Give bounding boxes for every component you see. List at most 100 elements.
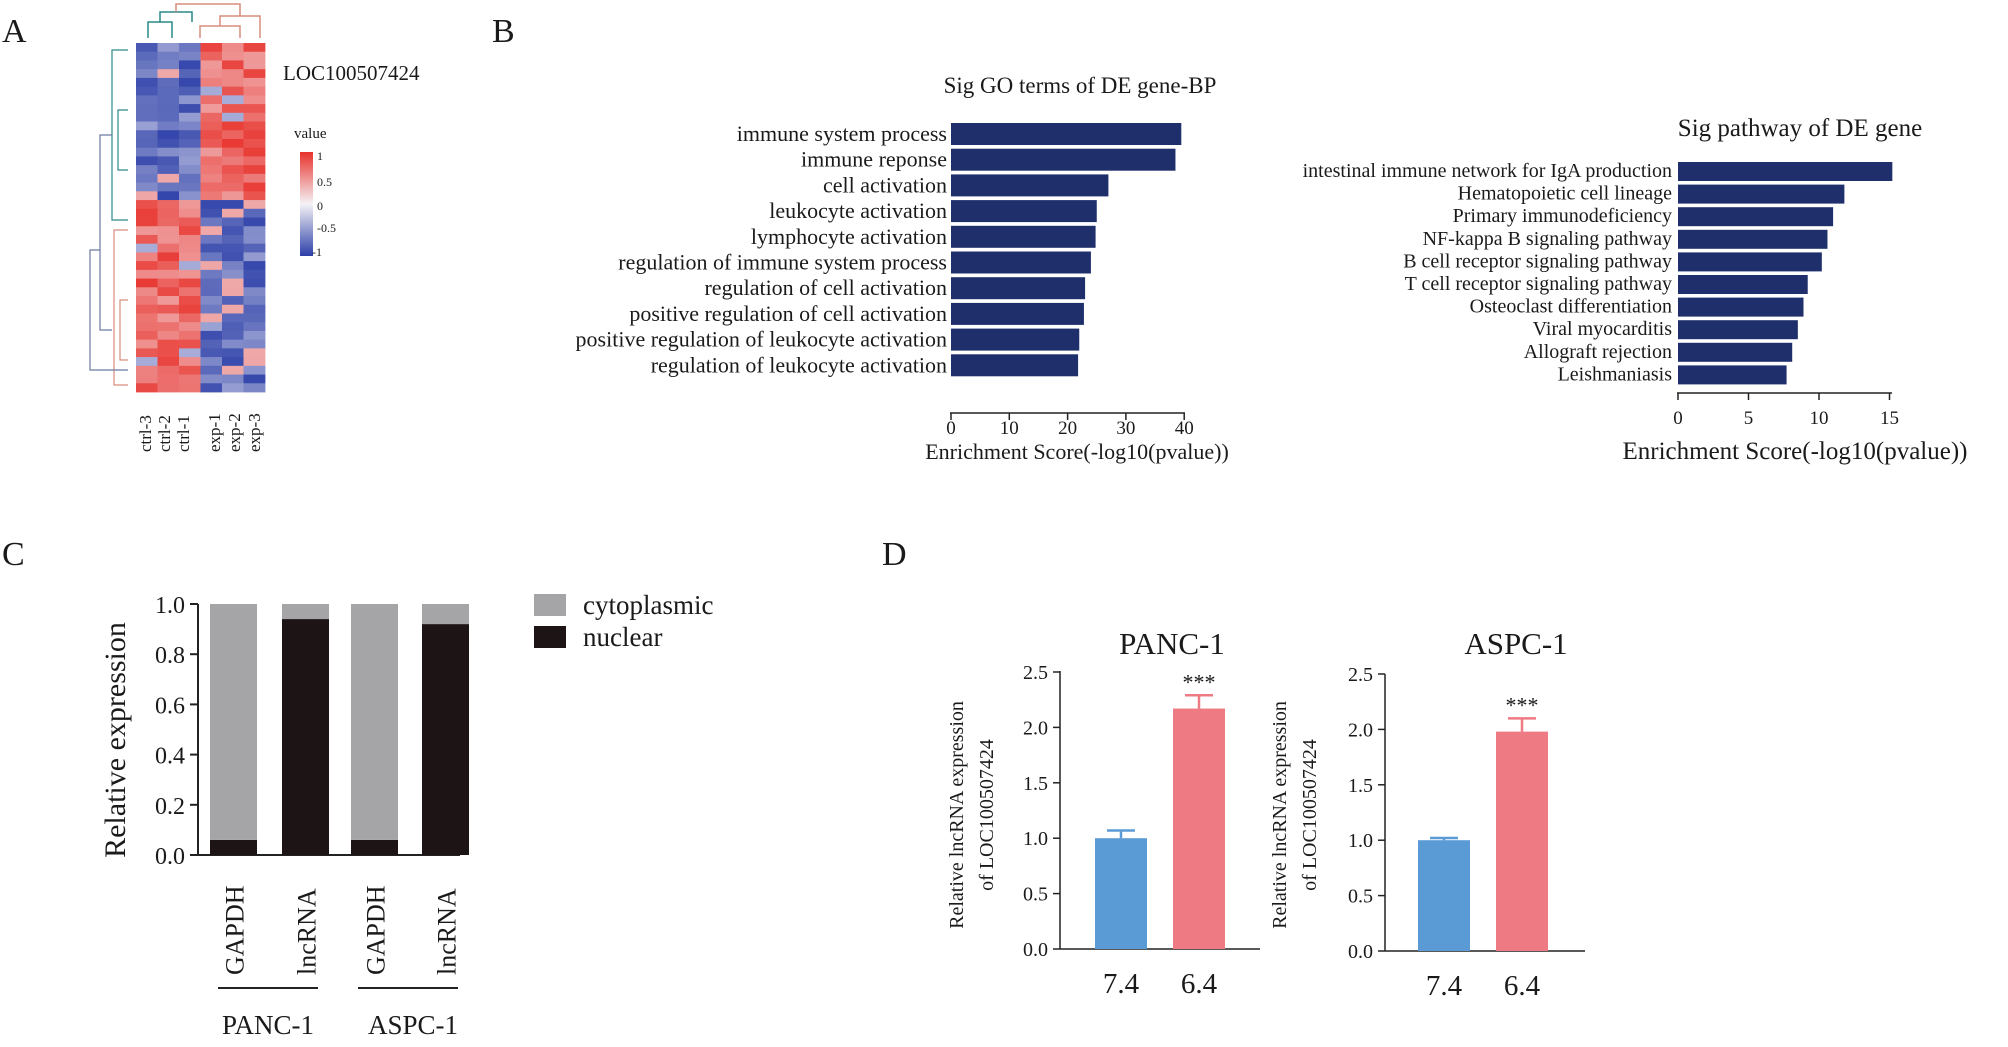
heatmap-cell [157, 383, 180, 393]
heatmap-cell [179, 173, 201, 183]
bar [951, 251, 1091, 274]
heatmap-cell [136, 261, 158, 271]
heatmap-cell [157, 173, 180, 183]
heatmap-cell [136, 95, 158, 105]
bar [1678, 252, 1822, 272]
heatmap-cell [179, 182, 201, 192]
heatmap-cell [243, 287, 266, 297]
heatmap-cell [136, 104, 158, 114]
heatmap-cell [222, 130, 244, 140]
d2-y-label-line2: of LOC100507424 [1299, 739, 1321, 891]
y-tick-label: 0.2 [155, 794, 185, 820]
heatmap-colorbar [300, 152, 313, 256]
heatmap-cell [136, 304, 158, 314]
heatmap-cell [136, 156, 158, 166]
heatmap-cell [179, 165, 201, 175]
y-tick-label: 0.5 [1348, 886, 1373, 908]
heatmap-cell [157, 104, 180, 114]
group-label-panc1: PANC-1 [222, 1010, 314, 1040]
heatmap-cell [200, 147, 223, 157]
heatmap-cell [200, 330, 223, 341]
heatmap-cell [200, 208, 223, 218]
d1-y-label-line1: Relative lncRNA expression [946, 701, 968, 929]
bar [1678, 275, 1808, 294]
heatmap-cell [157, 130, 180, 140]
heatmap-cell [243, 112, 266, 122]
heatmap-cell [136, 60, 158, 70]
heatmap-cell [157, 43, 180, 53]
y-tick-label: 0.0 [155, 844, 185, 870]
heatmap-cell [157, 261, 180, 271]
bar [1678, 365, 1787, 385]
heatmap-cell [222, 304, 244, 314]
heatmap-cell [222, 261, 244, 271]
heatmap-cell [222, 173, 244, 183]
heatmap-cell [222, 86, 244, 96]
category-label: regulation of immune system process [618, 250, 947, 275]
column-label: ctrl-2 [155, 415, 174, 452]
heatmap-cell [243, 278, 266, 288]
heatmap-cell [157, 112, 180, 122]
panel-label-b: B [492, 13, 515, 50]
heatmap-cell [222, 226, 244, 236]
heatmap-cell [243, 226, 266, 236]
heatmap-cell [200, 217, 223, 227]
heatmap-cell [243, 383, 266, 393]
heatmap-cell [157, 86, 180, 96]
category-label: GAPDH [362, 885, 391, 975]
heatmap-cell [157, 182, 180, 192]
heatmap-cell [243, 43, 266, 53]
heatmap-cell [243, 313, 266, 323]
heatmap-cell [157, 191, 180, 201]
heatmap-cell [200, 43, 223, 53]
heatmap-cell [243, 234, 266, 245]
x-tick-label: 5 [1744, 408, 1754, 429]
category-label: Osteoclast differentiation [1470, 296, 1672, 318]
heatmap-cell [136, 339, 158, 349]
heatmap-cell [136, 112, 158, 122]
heatmap-cell [157, 330, 180, 341]
heatmap-cell [136, 234, 158, 245]
heatmap-cell [179, 130, 201, 140]
heatmap-cell [243, 86, 266, 96]
heatmap-cell [179, 147, 201, 157]
legend-label-nuclear: nuclear [583, 622, 662, 652]
go-x-label: Enrichment Score(-log10(pvalue)) [925, 439, 1229, 464]
heatmap-cell [179, 60, 201, 70]
heatmap-cell [200, 165, 223, 175]
heatmap-cell [200, 51, 223, 61]
heatmap-cell [179, 348, 201, 358]
pathway-x-ticks: 0 5 10 15 [1673, 393, 1899, 429]
legend-swatch-nuclear [534, 626, 566, 648]
heatmap-cell [200, 173, 223, 183]
heatmap-cells [136, 43, 266, 393]
row-dendrogram [89, 49, 128, 386]
pathway-bars [1678, 162, 1893, 385]
heatmap-cell [243, 130, 266, 140]
heatmap-cell [136, 69, 158, 79]
heatmap-cell [179, 383, 201, 393]
bar [1678, 320, 1798, 340]
d2-y-ticks: 0.0 0.5 1.0 1.5 2.0 2.5 [1348, 664, 1385, 963]
heatmap-cell [200, 104, 223, 114]
heatmap-cell [179, 313, 201, 323]
d1-y-ticks: 0.0 0.5 1.0 1.5 2.0 2.5 [1023, 662, 1060, 961]
category-label: Primary immunodeficiency [1453, 205, 1672, 227]
nuclear-bar-segment [351, 839, 398, 855]
heatmap-cell [243, 191, 266, 201]
nuclear-bar-segment [282, 619, 329, 855]
heatmap-cell [243, 182, 266, 192]
heatmap-cell [136, 86, 158, 96]
heatmap-cell [136, 365, 158, 375]
expression-bar [1496, 731, 1548, 951]
y-tick-label: 0.0 [1023, 939, 1048, 961]
heatmap-cell [222, 313, 244, 323]
heatmap-cell [222, 322, 244, 332]
category-label: intestinal immune network for IgA produc… [1303, 160, 1672, 182]
cytoplasmic-bar-segment [422, 604, 469, 625]
y-tick-label: 0.6 [155, 693, 185, 719]
go-terms-chart: Sig GO terms of DE gene-BP immune system… [576, 73, 1229, 464]
panel-label-a: A [2, 13, 27, 50]
heatmap-cell [179, 234, 201, 245]
